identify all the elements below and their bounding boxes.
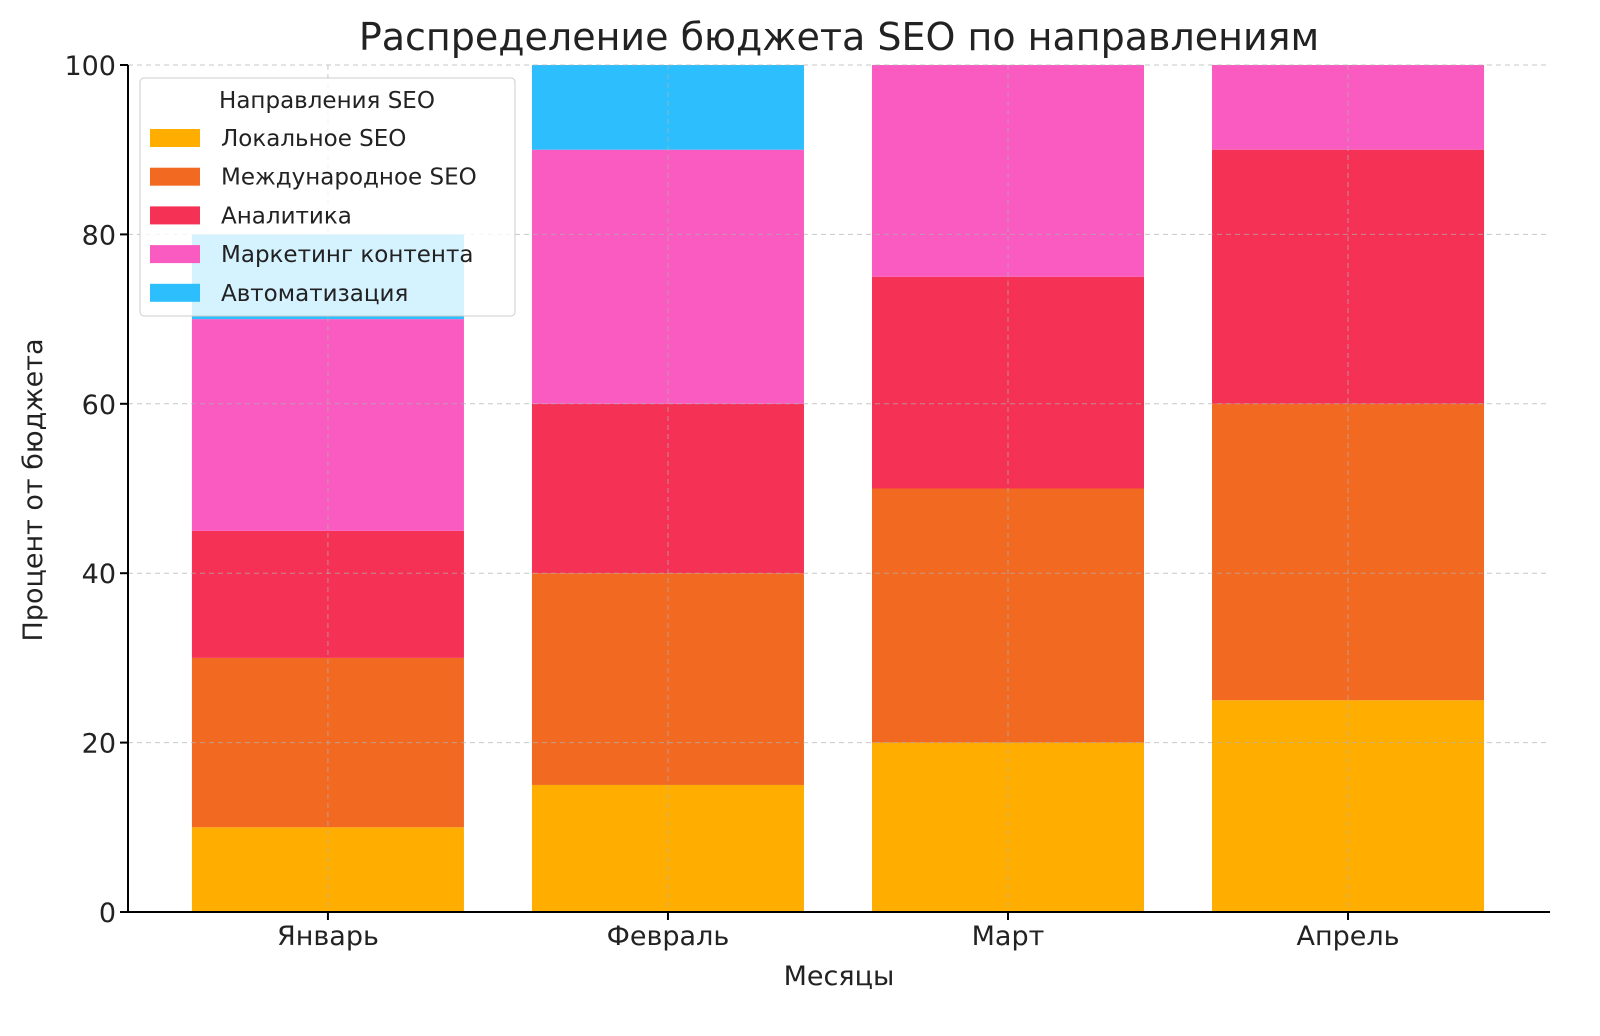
- legend-swatch: [150, 167, 200, 186]
- y-tick-label: 60: [82, 390, 116, 421]
- y-axis-label: Процент от бюджета: [18, 339, 49, 642]
- y-tick-label: 100: [64, 51, 116, 82]
- legend-title: Направления SEO: [219, 88, 435, 114]
- x-tick-label: Февраль: [607, 921, 730, 952]
- legend-box: [139, 77, 516, 317]
- y-tick-label: 80: [82, 220, 116, 251]
- chart-title: Распределение бюджета SEO по направления…: [359, 15, 1319, 59]
- legend-swatch: [150, 129, 200, 147]
- bar-segment: [531, 65, 804, 150]
- bar-segment: [871, 65, 1145, 277]
- legend: Направления SEO Локальное SEO Международн…: [139, 77, 516, 317]
- legend-swatch: [150, 206, 200, 225]
- y-tick-label: 0: [99, 898, 116, 929]
- y-tick-label: 40: [82, 559, 116, 590]
- legend-entry: Маркетинг контента: [221, 242, 473, 268]
- bar-segment: [191, 530, 464, 658]
- x-tick-label: Март: [972, 921, 1045, 952]
- legend-entry: Локальное SEO: [221, 126, 406, 152]
- x-axis-label: Месяцы: [784, 961, 895, 992]
- legend-entry: Аналитика: [221, 203, 352, 229]
- y-tick-label: 20: [82, 729, 116, 760]
- x-tick-label: Январь: [277, 921, 379, 952]
- axes: 0 20 40 60 80 100 Январь Февраль Март Апрель: [64, 51, 1550, 952]
- legend-swatch: [150, 245, 200, 264]
- bar-segment: [1212, 65, 1485, 150]
- legend-entry: Автоматизация: [221, 281, 408, 307]
- x-tick-label: Апрель: [1296, 921, 1399, 952]
- legend-swatch: [150, 283, 200, 302]
- legend-entry: Международное SEO: [221, 165, 477, 191]
